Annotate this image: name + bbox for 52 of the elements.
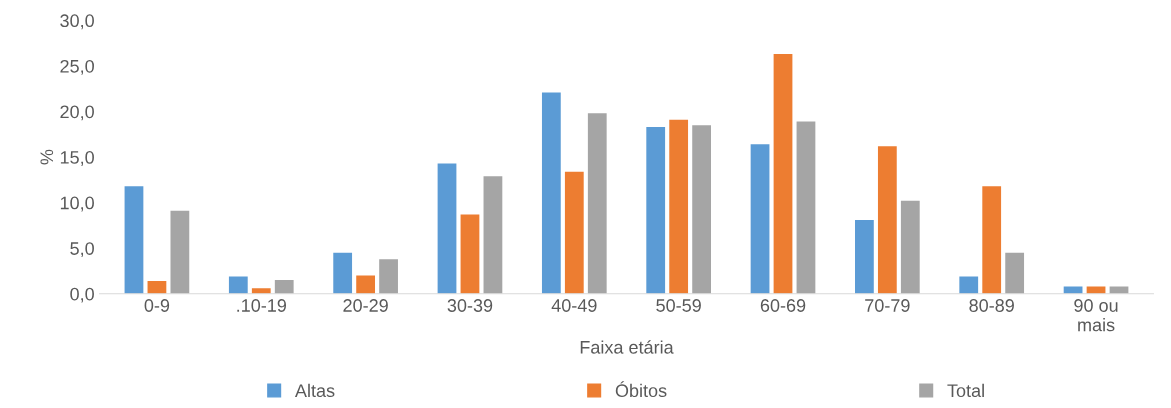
y-tick-label: 10,0 <box>60 196 94 212</box>
bar <box>170 210 190 294</box>
bar <box>796 121 816 294</box>
bar <box>1086 286 1106 294</box>
bar <box>1005 252 1025 294</box>
legend-label: Total <box>947 383 984 398</box>
bar <box>564 171 584 294</box>
bar <box>251 288 271 294</box>
bar <box>855 219 874 294</box>
y-tick-label: 30,0 <box>60 14 94 30</box>
bar <box>587 113 607 294</box>
bar <box>147 281 167 294</box>
bar <box>669 119 689 294</box>
bar <box>333 252 353 294</box>
x-tick-label: 40-49 <box>551 299 597 312</box>
y-tick-label: 20,0 <box>60 105 94 121</box>
bar <box>750 144 770 294</box>
bar <box>274 280 294 294</box>
y-tick-label: 5,0 <box>70 242 94 258</box>
x-tick-label: 90 ou mais <box>1074 299 1118 332</box>
bar <box>773 54 793 294</box>
y-tick-label: 0,0 <box>70 287 94 303</box>
bar <box>1109 286 1129 294</box>
x-tick-label: 20-29 <box>343 299 388 312</box>
y-tick-label: 25,0 <box>60 59 94 75</box>
bar <box>982 186 1002 294</box>
legend-label: Óbitos <box>615 381 667 398</box>
legend-label: Altas <box>294 383 335 398</box>
bar <box>900 200 920 294</box>
bar <box>460 214 480 294</box>
x-tick-label: 70-79 <box>865 299 910 312</box>
bar <box>228 276 248 294</box>
x-tick-label: 50-59 <box>656 299 701 312</box>
y-axis-title: % <box>40 149 54 165</box>
x-tick-label: .10-19 <box>237 299 287 312</box>
bar <box>356 275 376 294</box>
bar <box>541 92 561 294</box>
x-tick-label: 0-9 <box>144 299 170 312</box>
bar <box>437 163 457 294</box>
bar <box>959 276 979 294</box>
bar <box>1063 286 1083 294</box>
x-tick-label: 60-69 <box>760 299 806 312</box>
x-tick-label: 80-89 <box>969 299 1014 312</box>
bar <box>692 125 712 294</box>
y-tick-label: 15,0 <box>60 151 94 166</box>
x-tick-label: 30-39 <box>447 299 493 312</box>
x-axis-title: Faixa etária <box>580 340 674 354</box>
bar <box>124 186 144 294</box>
bar <box>877 146 897 294</box>
bar <box>379 259 398 294</box>
bar <box>483 176 503 294</box>
bar <box>646 127 666 294</box>
